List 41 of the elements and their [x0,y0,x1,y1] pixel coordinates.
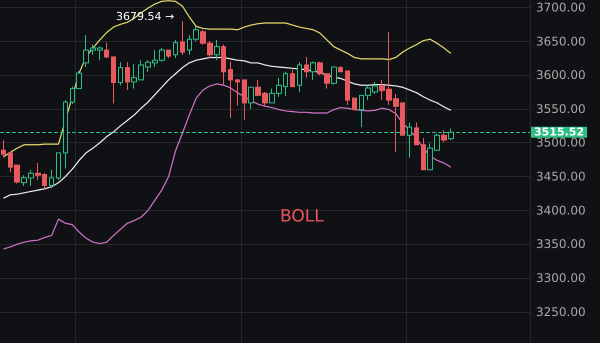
candlestick [345,70,350,106]
line-series [2,83,452,250]
candlestick [125,62,130,90]
candlestick [242,79,247,120]
y-tick-label: 3350.00 [536,237,586,252]
candlestick [166,50,171,59]
y-tick-label: 3400.00 [536,203,586,218]
candlestick [111,56,116,104]
candlestick [1,140,6,158]
y-tick-label: 3600.00 [536,68,586,82]
candlestick [180,20,185,56]
candlestick [49,169,54,189]
y-tick-label: 3250.00 [536,304,586,319]
candlestick [118,62,123,86]
candlestick [228,61,233,118]
candlestick [248,86,254,110]
y-tick-label: 3300.00 [536,271,586,286]
candlestick [214,39,220,61]
y-tick-label: 3450.00 [536,170,586,184]
candlestick [414,122,419,146]
candlestick [331,66,337,86]
line-series [2,0,452,158]
candlestick [290,69,295,88]
y-tick-label: 3550.00 [536,102,586,116]
candlestick [173,39,178,59]
candlestick [104,42,109,59]
candlestick [352,98,357,111]
candlestick [235,78,240,106]
candlestick [338,66,343,73]
candlestick [310,61,316,80]
ref-line-label: 3515.52 [534,126,584,139]
y-tick-label: 3700.00 [536,0,586,14]
candlestick [421,138,426,170]
line-series [2,56,452,199]
candlestick [221,44,226,86]
candlestick [304,56,309,78]
annotation: BOLL [280,206,324,226]
y-tick-label: 3650.00 [536,34,586,48]
candlestick [297,62,302,93]
candlestick [56,152,61,180]
candlestick [441,129,447,143]
